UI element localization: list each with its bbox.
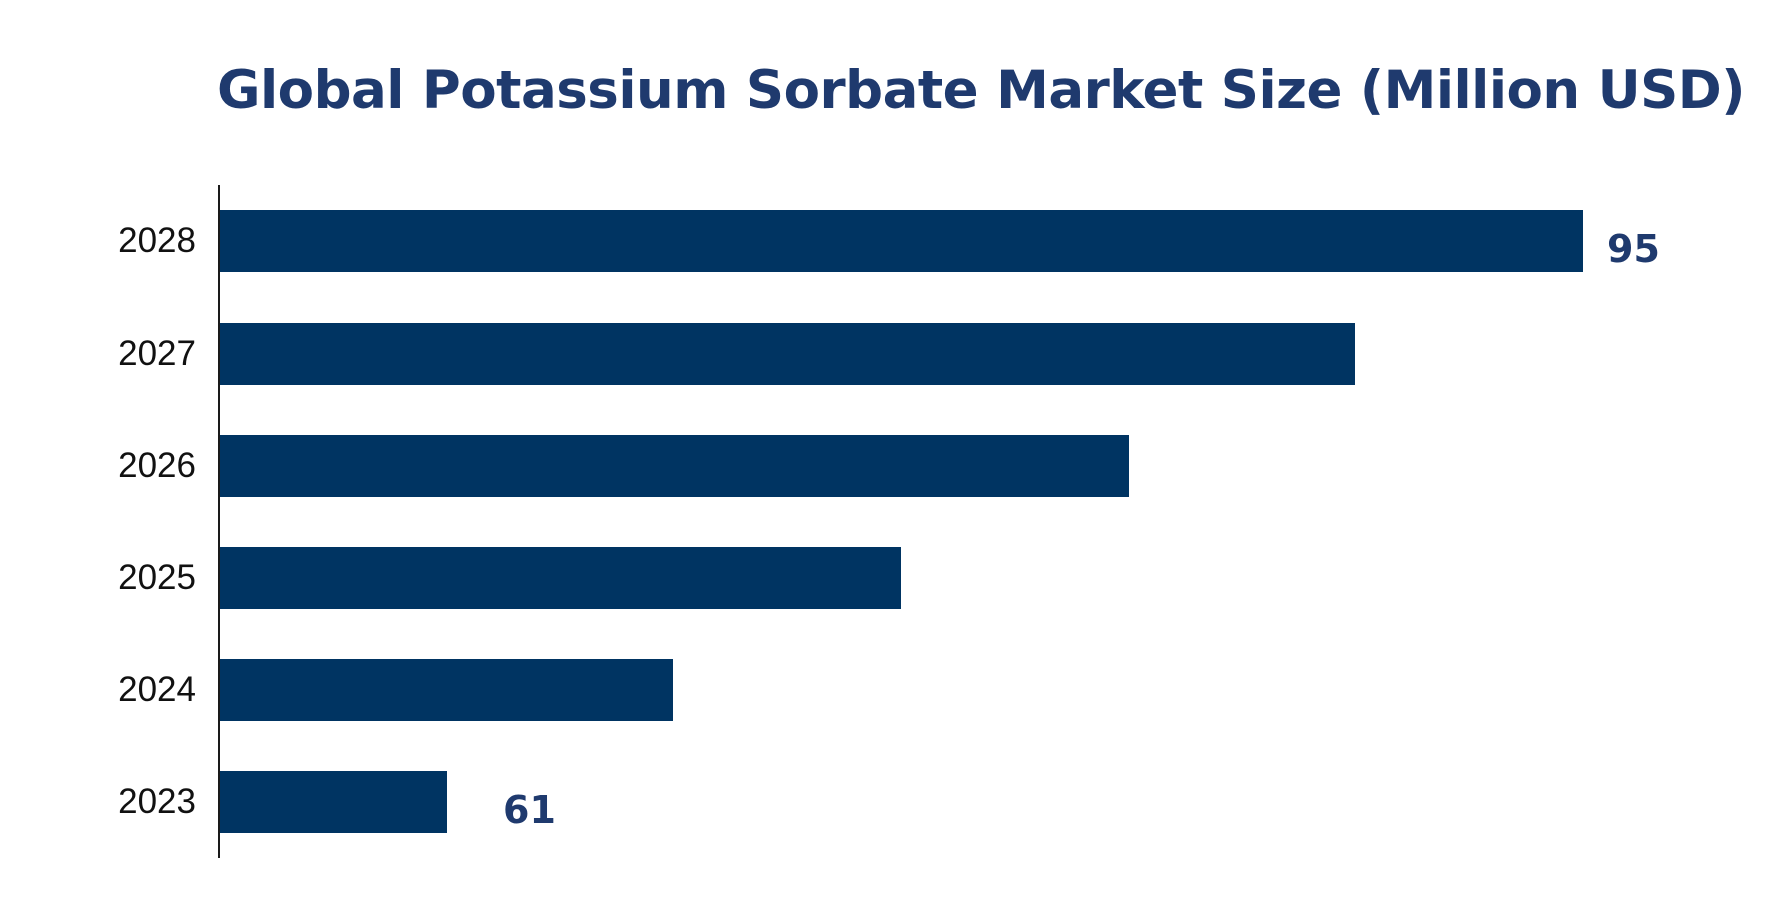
year-label: 2025: [118, 558, 196, 597]
year-label: 2028: [118, 221, 196, 260]
year-label: 2026: [118, 446, 196, 485]
bar-row-2027: 2027: [0, 323, 1783, 385]
bar-row-2024: 2024: [0, 659, 1783, 721]
bar: [220, 435, 1129, 497]
bar-row-2025: 2025: [0, 547, 1783, 609]
bar: [220, 210, 1583, 272]
year-label: 2023: [118, 782, 196, 821]
value-label: 61: [503, 788, 556, 832]
year-label: 2027: [118, 334, 196, 373]
bar: [220, 323, 1355, 385]
bar-row-2026: 2026: [0, 435, 1783, 497]
chart-title: Global Potassium Sorbate Market Size (Mi…: [217, 60, 1746, 121]
value-label: 95: [1607, 227, 1660, 271]
bar: [220, 659, 673, 721]
bar: [220, 547, 901, 609]
bar-row-2023: 2023 61: [0, 771, 1783, 833]
bar-row-2028: 2028 95: [0, 210, 1783, 272]
y-axis-line: [218, 185, 220, 858]
bar: [220, 771, 447, 833]
year-label: 2024: [118, 670, 196, 709]
